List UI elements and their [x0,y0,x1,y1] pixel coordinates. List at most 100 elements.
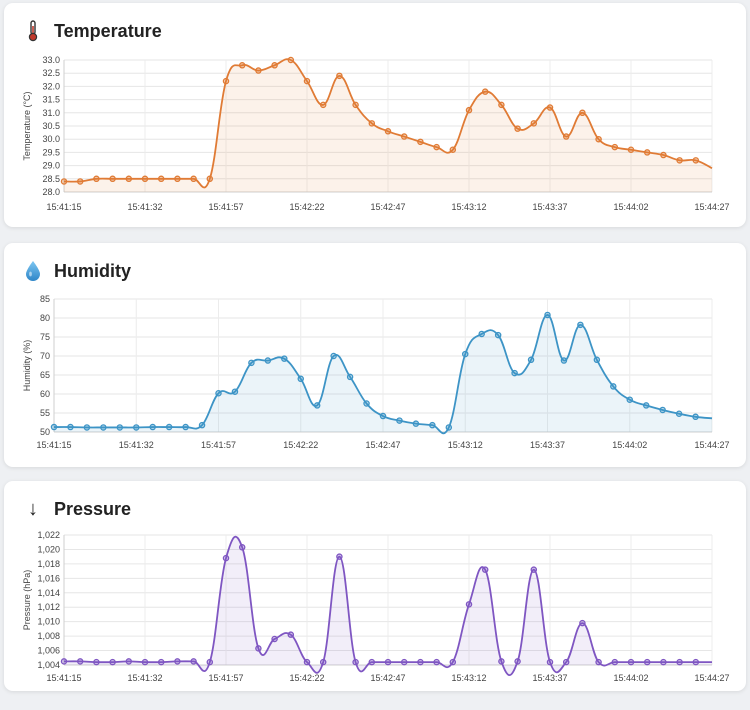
humidity-data-point[interactable] [165,423,173,431]
pressure-data-point[interactable] [222,554,230,562]
temperature-data-point[interactable] [579,109,586,117]
pressure-data-point[interactable] [60,658,68,665]
temperature-data-point[interactable] [303,77,311,85]
pressure-data-point[interactable] [676,658,683,666]
pressure-data-point[interactable] [157,658,165,666]
pressure-data-point[interactable] [481,566,489,573]
temperature-data-point[interactable] [433,143,440,151]
pressure-data-point[interactable] [206,658,214,666]
humidity-data-point[interactable] [396,417,403,424]
temperature-data-point[interactable] [514,125,521,132]
pressure-data-point[interactable] [643,658,651,666]
humidity-data-point[interactable] [429,421,436,429]
temperature-data-point[interactable] [562,133,570,140]
humidity-data-point[interactable] [544,311,551,319]
pressure-data-point[interactable] [514,658,521,665]
pressure-data-point[interactable] [400,658,408,666]
temperature-data-point[interactable] [660,151,667,159]
pressure-data-point[interactable] [303,658,311,666]
temperature-data-point[interactable] [400,133,408,140]
pressure-data-point[interactable] [449,658,457,666]
humidity-data-point[interactable] [248,359,255,367]
humidity-data-point[interactable] [511,369,518,377]
temperature-data-point[interactable] [352,101,359,109]
humidity-data-point[interactable] [560,357,568,364]
temperature-data-point[interactable] [190,175,197,183]
humidity-data-point[interactable] [478,330,485,338]
pressure-data-point[interactable] [93,658,100,666]
temperature-data-point[interactable] [498,101,505,109]
humidity-data-point[interactable] [461,350,469,358]
pressure-data-point[interactable] [319,658,327,666]
temperature-data-point[interactable] [141,175,149,183]
humidity-data-point[interactable] [610,383,617,390]
humidity-data-point[interactable] [494,331,502,339]
humidity-data-point[interactable] [330,352,337,360]
temperature-data-point[interactable] [546,104,554,111]
temperature-data-point[interactable] [627,146,635,154]
temperature-data-point[interactable] [157,175,165,183]
humidity-data-point[interactable] [50,423,58,431]
pressure-data-point[interactable] [660,658,667,666]
humidity-data-point[interactable] [675,410,683,418]
temperature-data-point[interactable] [93,175,100,183]
humidity-data-point[interactable] [313,402,321,409]
humidity-data-point[interactable] [593,356,601,364]
pressure-chart[interactable]: 1,004 1,006 1,008 1,010 1,012 1,014 1,016 1,018… [4,481,746,691]
temperature-data-point[interactable] [109,175,116,183]
temperature-data-point[interactable] [319,101,327,109]
humidity-data-point[interactable] [182,423,189,431]
humidity-chart[interactable]: 50 55 60 65 70 75 80 85 15:41:15 15:41:32 15:41:57… [4,243,746,467]
pressure-data-point[interactable] [109,658,116,666]
humidity-data-point[interactable] [215,389,222,397]
pressure-data-point[interactable] [433,658,440,666]
humidity-data-point[interactable] [297,375,304,383]
temperature-chart[interactable]: 28.0 28.5 29.0 29.5 30.0 30.5 31.0 31.5 32.0 32.5… [4,3,746,227]
pressure-data-point[interactable] [692,658,700,666]
pressure-data-point[interactable] [255,645,262,652]
pressure-data-point[interactable] [238,544,246,551]
pressure-data-point[interactable] [352,658,359,666]
temperature-data-point[interactable] [611,143,619,151]
temperature-data-point[interactable] [76,178,84,185]
humidity-data-point[interactable] [264,357,272,364]
humidity-data-point[interactable] [379,412,387,420]
humidity-data-point[interactable] [281,355,288,362]
pressure-data-point[interactable] [546,658,554,666]
humidity-data-point[interactable] [67,423,74,431]
humidity-data-point[interactable] [412,420,420,427]
humidity-data-point[interactable] [231,388,239,395]
temperature-data-point[interactable] [595,135,602,143]
temperature-data-point[interactable] [60,178,68,185]
pressure-data-point[interactable] [174,658,181,665]
temperature-data-point[interactable] [465,106,473,114]
humidity-data-point[interactable] [100,424,107,431]
humidity-data-point[interactable] [116,424,124,431]
temperature-data-point[interactable] [417,138,424,146]
humidity-data-point[interactable] [346,373,354,381]
pressure-data-point[interactable] [336,553,343,560]
pressure-data-point[interactable] [271,635,278,643]
pressure-data-point[interactable] [125,658,133,665]
temperature-data-point[interactable] [449,146,457,154]
temperature-data-point[interactable] [692,157,700,164]
humidity-data-point[interactable] [83,424,91,431]
humidity-data-point[interactable] [642,402,650,409]
temperature-data-point[interactable] [481,88,489,95]
humidity-data-point[interactable] [626,396,634,403]
temperature-data-point[interactable] [222,77,230,85]
humidity-data-point[interactable] [692,413,699,421]
temperature-data-point[interactable] [676,157,683,164]
temperature-data-point[interactable] [530,120,538,127]
pressure-data-point[interactable] [627,658,635,666]
temperature-data-point[interactable] [255,67,262,74]
temperature-data-point[interactable] [125,175,133,183]
temperature-data-point[interactable] [368,120,376,127]
humidity-data-point[interactable] [363,400,370,407]
pressure-data-point[interactable] [465,601,473,608]
pressure-data-point[interactable] [141,658,149,666]
pressure-data-point[interactable] [190,658,197,665]
pressure-data-point[interactable] [579,619,586,627]
temperature-data-point[interactable] [271,62,278,69]
pressure-data-point[interactable] [76,658,84,665]
